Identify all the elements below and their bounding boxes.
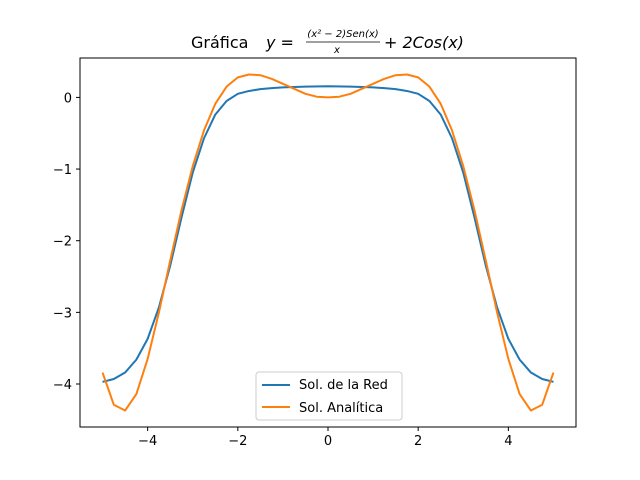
legend-label-sol-red: Sol. de la Red: [299, 378, 388, 393]
title-prefix: Gráfica: [191, 33, 248, 52]
x-tick-label: 0: [324, 434, 332, 449]
legend-box: [255, 371, 403, 421]
title-numerator: (x² − 2)Sen(x): [307, 29, 378, 40]
title-denominator: x: [333, 45, 340, 56]
x-tick-label: −4: [138, 434, 157, 449]
chart-title: Gráfica y = (x² − 2)Sen(x) x + 2Cos(x): [191, 29, 464, 56]
y-tick-label: −3: [53, 306, 72, 321]
x-tick-label: −2: [228, 434, 247, 449]
x-tick-label: 2: [414, 434, 422, 449]
x-tick-label: 4: [504, 434, 512, 449]
y-tick-label: 0: [64, 91, 72, 106]
series-line-0: [102, 85, 554, 383]
y-tick-label: −1: [53, 163, 72, 178]
plot-area: [80, 58, 576, 427]
legend: Sol. de la Red Sol. Analítica: [255, 371, 403, 421]
y-tick-label: −4: [53, 378, 72, 393]
y-axis: 0 −1 −2 −3 −4: [53, 91, 80, 393]
title-rhs: + 2Cos(x): [384, 33, 464, 52]
y-tick-label: −2: [53, 235, 72, 250]
title-lhs: y =: [265, 33, 294, 52]
series-layer: [101, 73, 555, 412]
x-axis: −4 −2 0 2 4: [138, 427, 513, 449]
series-line-1: [101, 73, 555, 412]
legend-label-sol-analitica: Sol. Analítica: [299, 401, 383, 416]
